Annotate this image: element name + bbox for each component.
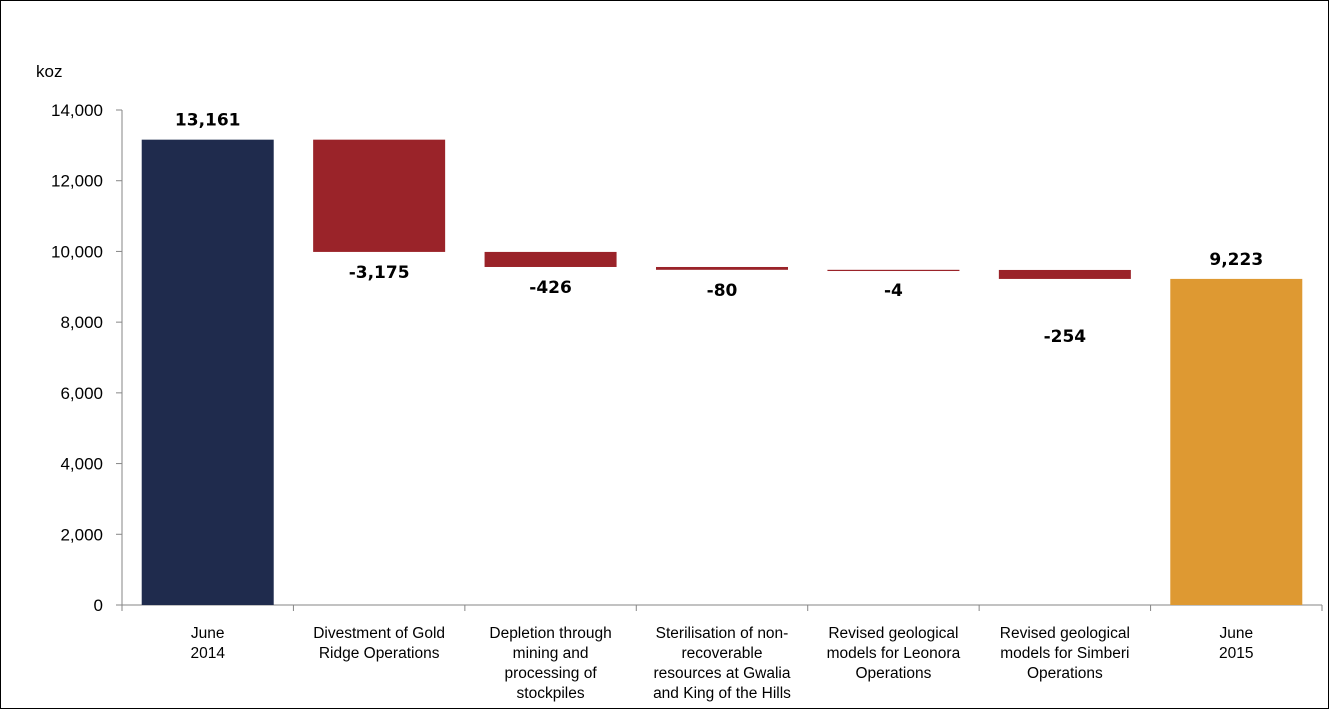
bars bbox=[141, 139, 1303, 605]
category-label: Revised geological models for Leonora Oper… bbox=[827, 625, 961, 682]
data-label: -254 bbox=[1044, 327, 1087, 347]
bar bbox=[313, 139, 446, 252]
category-label-line: Operations bbox=[1027, 665, 1103, 682]
category-label: Divestment of Gold Ridge Operations bbox=[313, 625, 445, 662]
data-label: -80 bbox=[707, 281, 738, 301]
category-label-line: and King of the Hills bbox=[653, 685, 791, 702]
bar bbox=[484, 251, 617, 267]
data-label: -4 bbox=[884, 281, 903, 301]
category-label-line: Revised geological bbox=[1000, 625, 1130, 642]
category-label-line: processing of bbox=[504, 665, 597, 682]
data-label: -426 bbox=[529, 278, 572, 298]
y-tick-label: 4,000 bbox=[60, 455, 103, 474]
y-tick-label: 6,000 bbox=[60, 384, 103, 403]
data-labels: 13,161 -3,175 -426 -80 -4 -254 9,223 bbox=[175, 111, 1263, 347]
category-label-line: June bbox=[191, 625, 225, 642]
y-tick-label: 10,000 bbox=[51, 242, 103, 261]
data-label: 9,223 bbox=[1209, 250, 1263, 270]
y-tick-label: 2,000 bbox=[60, 525, 103, 544]
y-tick-label: 12,000 bbox=[51, 172, 103, 191]
category-label-line: Sterilisation of non- bbox=[656, 625, 789, 642]
bar bbox=[141, 139, 274, 605]
category-label-line: Revised geological bbox=[828, 625, 958, 642]
bar bbox=[656, 266, 788, 270]
bar bbox=[998, 269, 1131, 279]
y-axis-unit-label: koz bbox=[36, 62, 62, 81]
data-label: 13,161 bbox=[175, 111, 241, 131]
category-label-line: June bbox=[1219, 625, 1253, 642]
category-label-line: resources at Gwalia bbox=[654, 665, 791, 682]
category-label: Revised geological models for Simberi Oper… bbox=[1000, 625, 1130, 682]
axes: 0 2,000 4,000 6,000 8,000 10,000 12,000 14,000 bbox=[51, 101, 1323, 615]
category-label-line: Depletion through bbox=[489, 625, 611, 642]
category-label-line: Ridge Operations bbox=[319, 645, 440, 662]
category-labels: June 2014 Divestment of Gold Ridge Operatio… bbox=[190, 625, 1253, 702]
category-label-line: models for Leonora bbox=[827, 645, 961, 662]
category-label-line: recoverable bbox=[682, 645, 763, 662]
category-label-line: models for Simberi bbox=[1000, 645, 1129, 662]
category-label: June 2015 bbox=[1219, 625, 1253, 662]
bar bbox=[1170, 278, 1303, 605]
category-label-line: Operations bbox=[856, 665, 932, 682]
y-tick-label: 8,000 bbox=[60, 313, 103, 332]
category-label: Sterilisation of non-recoverable resource… bbox=[653, 625, 791, 702]
data-label: -3,175 bbox=[349, 263, 410, 283]
category-label-line: 2015 bbox=[1219, 645, 1253, 662]
bar bbox=[827, 269, 960, 272]
category-label-line: Divestment of Gold bbox=[313, 625, 445, 642]
y-tick-label: 0 bbox=[94, 596, 103, 615]
y-tick-label: 14,000 bbox=[51, 101, 103, 120]
category-label: June 2014 bbox=[190, 625, 225, 662]
category-label: Depletion through mining and processing of… bbox=[489, 625, 611, 702]
category-label-line: mining and bbox=[513, 645, 589, 662]
category-label-line: 2014 bbox=[190, 645, 225, 662]
category-label-line: stockpiles bbox=[517, 685, 585, 702]
